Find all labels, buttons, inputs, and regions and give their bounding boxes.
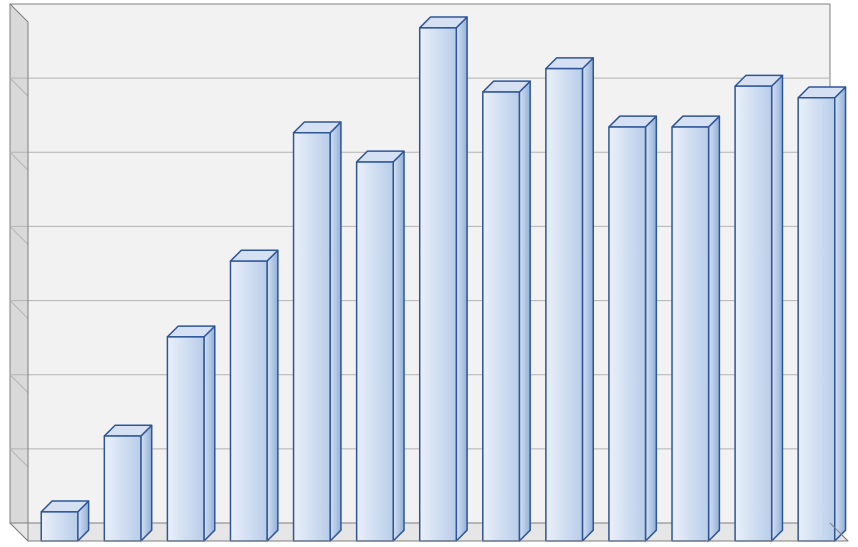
bar-2 xyxy=(104,425,151,541)
bar-13 xyxy=(798,87,845,541)
bar-5 xyxy=(294,122,341,541)
bar-4 xyxy=(230,250,277,541)
bar-1 xyxy=(41,501,88,541)
bar-10 xyxy=(609,116,656,541)
bar-chart-3d xyxy=(0,0,858,547)
bar-6 xyxy=(357,151,404,541)
bar-7 xyxy=(420,17,467,541)
bar-11 xyxy=(672,116,719,541)
bar-3 xyxy=(167,326,214,541)
bar-8 xyxy=(483,81,530,541)
bar-9 xyxy=(546,58,593,541)
bar-12 xyxy=(735,75,782,541)
